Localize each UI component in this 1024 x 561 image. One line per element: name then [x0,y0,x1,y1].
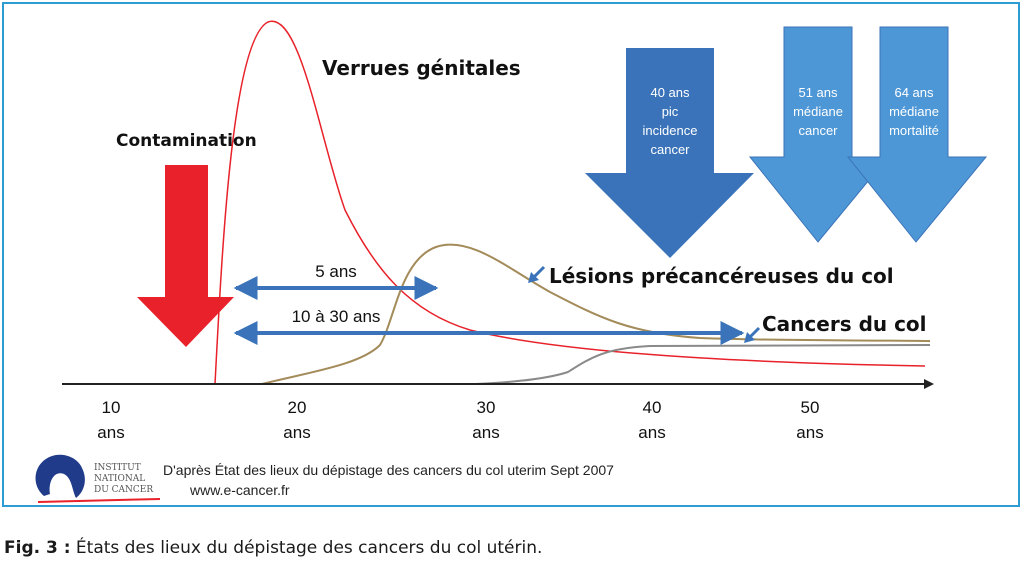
figure-caption: Fig. 3 : États des lieux du dépistage de… [4,538,542,558]
tick-50-value: 50 [801,398,820,417]
tick-30-value: 30 [477,398,496,417]
verrues-curve [214,20,926,385]
tick-20-value: 20 [288,398,307,417]
cancers-curve [474,344,931,385]
logo-underline [37,498,161,503]
tick-40-unit: ans [638,423,665,442]
arrow2-line2: médiane [793,104,843,119]
tick-40-value: 40 [643,398,662,417]
tick-50-unit: ans [796,423,823,442]
tick-20-unit: ans [283,423,310,442]
arrow1-line3: incidence [643,123,698,138]
arrow3-line2: médiane [889,104,939,119]
median-mortality-arrow [846,26,988,243]
source-line1: D'après État des lieux du dépistage des … [163,462,614,478]
median-cancer-arrow [748,26,890,243]
verrues-label: Verrues génitales [322,56,521,80]
logo-line3: DU CANCER [94,485,153,495]
lesions-pointer-head [528,272,539,283]
time-axis-arrowhead [924,379,934,389]
peak-incidence-arrow [585,48,754,258]
logo-emblem-inner [57,477,70,496]
tick-30-unit: ans [472,423,499,442]
cancers-pointer-head [744,332,755,343]
logo-line1: INSTITUT [94,463,141,473]
arrow1-line2: pic [662,104,679,119]
arrow3-line3: mortalité [889,123,939,138]
tick-10-value: 10 [102,398,121,417]
contamination-label: Contamination [116,131,257,151]
arrow3-line1: 64 ans [894,85,934,100]
institut-logo: INSTITUT NATIONAL DU CANCER [35,454,161,503]
contamination-arrow [137,165,234,347]
tick-10-unit: ans [97,423,124,442]
span-10-30-label: 10 à 30 ans [292,307,381,326]
arrow2-line3: cancer [798,123,838,138]
source-url: www.e-cancer.fr [189,482,290,498]
span-5-label: 5 ans [315,262,357,281]
caption-prefix: Fig. 3 : [4,538,71,558]
arrow1-line4: cancer [650,142,690,157]
cancers-label: Cancers du col [762,312,927,336]
logo-line2: NATIONAL [94,474,145,484]
caption-text: États des lieux du dépistage des cancers… [70,538,543,558]
logo-emblem [35,454,85,498]
lesions-curve [261,243,931,385]
lesions-label: Lésions précancéreuses du col [549,264,894,288]
arrow2-line1: 51 ans [798,85,838,100]
arrow1-line1: 40 ans [650,85,690,100]
